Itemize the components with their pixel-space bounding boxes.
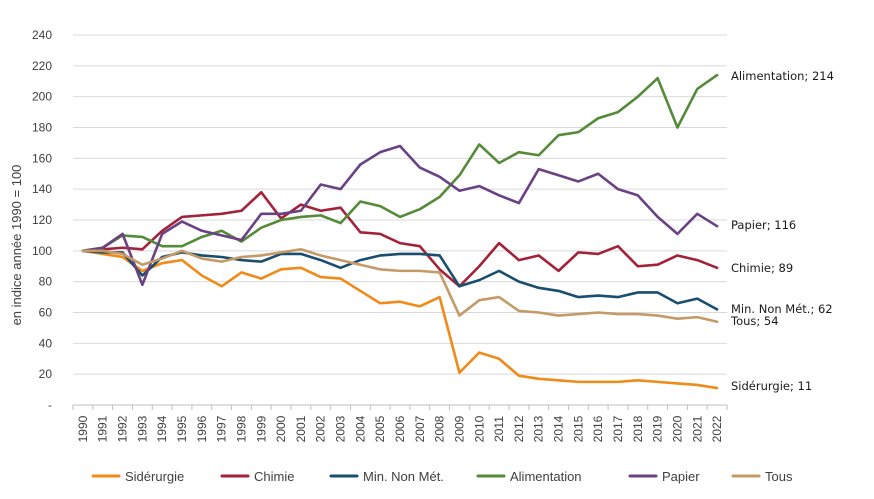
gridlines: [72, 34, 728, 410]
x-tick-label: 2001: [294, 415, 308, 442]
legend-label: Alimentation: [510, 469, 582, 484]
x-tick-label: 2005: [373, 415, 387, 442]
x-tick-label: 2007: [413, 415, 427, 442]
series-line-5: [81, 144, 719, 287]
x-tick-label: 2003: [334, 415, 348, 442]
x-tick-label: 2014: [552, 415, 566, 442]
y-tick-label: 120: [32, 213, 52, 227]
x-tick-label: 2009: [452, 415, 466, 442]
end-label: Tous; 54: [730, 314, 779, 328]
x-tick-label: 1991: [96, 415, 110, 442]
x-tick-label: 2018: [631, 415, 645, 442]
x-tick-label: 2002: [314, 415, 328, 442]
y-tick-label: 100: [32, 244, 52, 258]
y-tick-label: 20: [39, 367, 53, 381]
y-tick-label: 240: [32, 28, 52, 42]
x-tick-label: 1993: [135, 415, 149, 442]
y-tick-label: 220: [32, 59, 52, 73]
x-tick-label: 2017: [611, 415, 625, 442]
legend-label: Min. Non Mét.: [363, 469, 444, 484]
end-label: Alimentation; 214: [731, 69, 834, 83]
y-tick-label: 180: [32, 121, 52, 135]
legend-label: Chimie: [254, 469, 294, 484]
x-tick-label: 2021: [690, 415, 704, 442]
series-line-6: [81, 247, 719, 324]
x-tick-label: 1997: [215, 415, 229, 442]
end-label: Chimie; 89: [731, 261, 793, 275]
series-line-1: [81, 249, 719, 390]
x-tick-label: 2000: [274, 415, 288, 442]
x-tick-label: 2012: [512, 415, 526, 442]
x-axis-ticks: 1990 1991 1992 1993 1994 1995 1996 1997 1998 1999…: [76, 415, 724, 442]
x-tick-label: 1995: [175, 415, 189, 442]
y-axis-label: en indice année 1990 = 100: [9, 165, 24, 326]
x-tick-label: 1999: [254, 415, 268, 442]
y-tick-label: 80: [39, 275, 53, 289]
y-tick-label: -: [48, 398, 52, 412]
series-line-2: [81, 190, 719, 288]
x-tick-label: 1990: [76, 415, 90, 442]
end-label: Papier; 116: [731, 218, 796, 232]
x-tick-label: 2022: [710, 415, 724, 442]
x-tick-label: 1992: [116, 415, 130, 442]
series-lines: [81, 73, 719, 390]
legend-label: Sidérurgie: [125, 469, 184, 484]
x-tick-label: 2010: [472, 415, 486, 442]
end-label: Min. Non Mét.; 62: [731, 302, 833, 316]
legend: Sidérurgie Chimie Min. Non Mét. Alimentatio…: [91, 469, 793, 484]
x-tick-label: 2008: [433, 415, 447, 442]
y-tick-label: 140: [32, 182, 52, 196]
x-tick-label: 1998: [234, 415, 248, 442]
x-tick-label: 2011: [492, 416, 506, 442]
x-tick-label: 2015: [571, 415, 585, 442]
x-tick-label: 2004: [353, 415, 367, 442]
x-tick-label: 2006: [393, 415, 407, 442]
y-tick-label: 160: [32, 151, 52, 165]
x-tick-label: 2020: [670, 415, 684, 442]
y-axis-ticks: - 20 40 60 80 100 120 140 160 180 200 220 240: [32, 28, 52, 412]
legend-label: Papier: [662, 469, 700, 484]
end-labels: Sidérurgie; 11 Chimie; 89 Min. Non Mét.; 6…: [730, 69, 834, 393]
y-tick-label: 40: [39, 336, 53, 350]
x-tick-label: 2016: [591, 415, 605, 442]
series-line-4: [81, 73, 719, 253]
x-tick-label: 1994: [155, 415, 169, 442]
y-tick-label: 200: [32, 90, 52, 104]
x-tick-label: 2019: [651, 415, 665, 442]
y-tick-label: 60: [39, 306, 53, 320]
end-label: Sidérurgie; 11: [731, 379, 812, 393]
x-tick-label: 2013: [532, 415, 546, 442]
x-tick-label: 1996: [195, 415, 209, 442]
legend-label: Tous: [765, 469, 793, 484]
